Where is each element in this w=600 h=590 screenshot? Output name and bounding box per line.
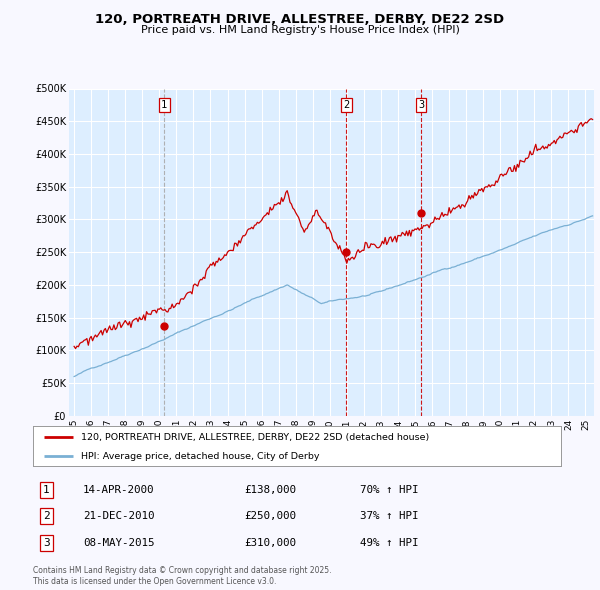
Text: 21-DEC-2010: 21-DEC-2010 [83, 512, 155, 521]
Text: 37% ↑ HPI: 37% ↑ HPI [361, 512, 419, 521]
Text: HPI: Average price, detached house, City of Derby: HPI: Average price, detached house, City… [80, 451, 319, 461]
Text: 08-MAY-2015: 08-MAY-2015 [83, 537, 155, 548]
Text: 2: 2 [343, 100, 349, 110]
Text: 49% ↑ HPI: 49% ↑ HPI [361, 537, 419, 548]
Text: 2: 2 [43, 512, 50, 521]
Text: 1: 1 [161, 100, 167, 110]
Text: £310,000: £310,000 [244, 537, 296, 548]
Text: 1: 1 [43, 485, 50, 495]
Text: 3: 3 [43, 537, 50, 548]
Text: Contains HM Land Registry data © Crown copyright and database right 2025.
This d: Contains HM Land Registry data © Crown c… [33, 566, 331, 586]
Text: 120, PORTREATH DRIVE, ALLESTREE, DERBY, DE22 2SD: 120, PORTREATH DRIVE, ALLESTREE, DERBY, … [95, 13, 505, 26]
Text: £250,000: £250,000 [244, 512, 296, 521]
Text: 70% ↑ HPI: 70% ↑ HPI [361, 485, 419, 495]
Text: 3: 3 [418, 100, 424, 110]
Text: 14-APR-2000: 14-APR-2000 [83, 485, 155, 495]
Text: £138,000: £138,000 [244, 485, 296, 495]
Text: Price paid vs. HM Land Registry's House Price Index (HPI): Price paid vs. HM Land Registry's House … [140, 25, 460, 35]
Text: 120, PORTREATH DRIVE, ALLESTREE, DERBY, DE22 2SD (detached house): 120, PORTREATH DRIVE, ALLESTREE, DERBY, … [80, 432, 429, 442]
